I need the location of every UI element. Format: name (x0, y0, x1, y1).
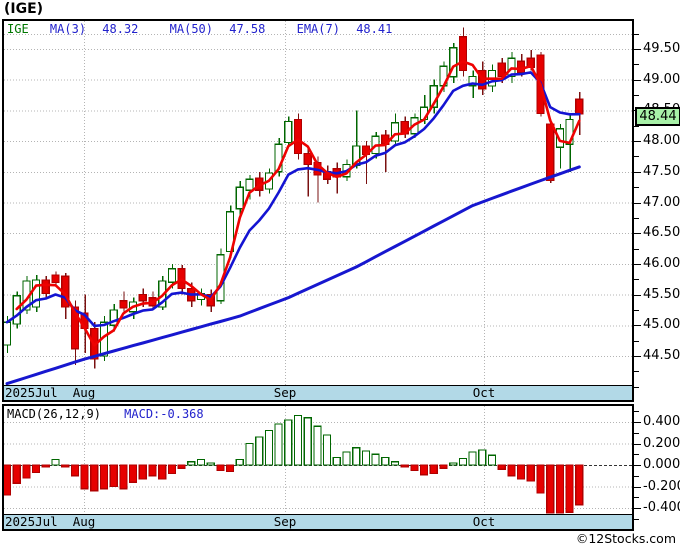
price-axis-tick (634, 49, 641, 50)
legend-ma3-label: MA(3) (49, 22, 87, 36)
price-axis-tick (634, 141, 641, 142)
month-label: Sep (273, 385, 297, 400)
price-axis-tick (634, 64, 639, 65)
price-axis-tick (634, 80, 641, 81)
price-axis-tick (634, 203, 641, 204)
macd-date-axis-band: 2025Jul Aug Sep Oct (4, 514, 632, 529)
macd-chart (4, 406, 632, 514)
macd-axis-tick (634, 433, 639, 434)
macd-axis-tick (634, 411, 639, 412)
macd-axis-tick (634, 519, 639, 520)
macd-axis-label: -0.200 (643, 479, 680, 494)
macd-axis-label: -0.400 (643, 500, 680, 515)
month-label: 2025Jul (5, 514, 58, 529)
price-axis-label: 49.50 (643, 41, 680, 56)
price-axis-tick (634, 387, 639, 388)
price-axis-tick (634, 187, 639, 188)
price-axis-tick (634, 156, 639, 157)
legend-ma3-value: 48.32 (102, 22, 139, 36)
month-label: Sep (273, 514, 297, 529)
macd-axis-label: 0.200 (643, 436, 680, 451)
copyright-watermark: ©12Stocks.com (575, 531, 676, 546)
macd-axis-tick (634, 422, 641, 423)
price-axis-tick (634, 264, 641, 265)
stock-symbol-title: (IGE) (4, 1, 44, 17)
date-axis-band: 2025Jul Aug Sep Oct (4, 385, 632, 400)
macd-label: MACD(26,12,9) (7, 407, 101, 421)
price-axis-tick (634, 295, 641, 296)
month-label: 2025Jul (5, 385, 58, 400)
price-chart-panel: IGE MA(3) 48.32 MA(50) 47.58 EMA(7) 48.4… (2, 19, 634, 402)
macd-header: MACD(26,12,9) MACD:-0.368 (7, 407, 204, 421)
month-label: Aug (72, 385, 96, 400)
price-axis-label: 48.00 (643, 133, 680, 148)
price-axis-tick (634, 34, 639, 35)
price-axis-label: 46.00 (643, 256, 680, 271)
macd-axis-tick (634, 454, 639, 455)
price-axis-tick (634, 310, 639, 311)
last-price-badge: 48.44 (635, 107, 680, 126)
price-axis-tick (634, 218, 639, 219)
macd-axis-tick (634, 497, 639, 498)
macd-axis-tick (634, 487, 641, 488)
price-axis-label: 47.50 (643, 164, 680, 179)
price-axis-tick (634, 172, 641, 173)
macd-axis-label: 0.000 (643, 457, 680, 472)
price-axis-label: 46.50 (643, 225, 680, 240)
legend-ma50-value: 47.58 (229, 22, 266, 36)
macd-value: MACD:-0.368 (124, 407, 204, 421)
price-axis-label: 45.50 (643, 287, 680, 302)
price-axis: 48.44 49.5049.0048.5048.0047.5047.0046.5… (634, 19, 680, 402)
price-axis-tick (634, 356, 641, 357)
price-axis-tick (634, 95, 639, 96)
price-axis-tick (634, 279, 639, 280)
macd-axis-tick (634, 508, 641, 509)
macd-axis-label: 0.400 (643, 414, 680, 429)
price-axis-label: 47.00 (643, 195, 680, 210)
price-axis-label: 44.50 (643, 348, 680, 363)
legend-symbol: IGE (7, 22, 29, 36)
macd-panel: MACD(26,12,9) MACD:-0.368 2025Jul Aug Sep O… (2, 404, 634, 531)
legend-ma50-label: MA(50) (169, 22, 213, 36)
price-axis-label: 45.00 (643, 317, 680, 332)
macd-axis-tick (634, 476, 639, 477)
price-axis-tick (634, 371, 639, 372)
indicator-legend: IGE MA(3) 48.32 MA(50) 47.58 EMA(7) 48.4… (7, 22, 392, 36)
month-label: Oct (472, 385, 496, 400)
legend-ema7-value: 48.41 (356, 22, 393, 36)
price-axis-tick (634, 233, 641, 234)
macd-axis: 0.400 0.200 0.000 -0.200 -0.400 (634, 404, 680, 531)
price-axis-tick (634, 325, 641, 326)
macd-axis-tick (634, 444, 641, 445)
price-axis-tick (634, 249, 639, 250)
legend-ema7-label: EMA(7) (296, 22, 340, 36)
price-axis-label: 49.00 (643, 72, 680, 87)
price-axis-tick (634, 126, 639, 127)
month-label: Oct (472, 514, 496, 529)
macd-axis-tick (634, 465, 641, 466)
price-axis-tick (634, 341, 639, 342)
month-label: Aug (72, 514, 96, 529)
price-chart (4, 21, 632, 385)
